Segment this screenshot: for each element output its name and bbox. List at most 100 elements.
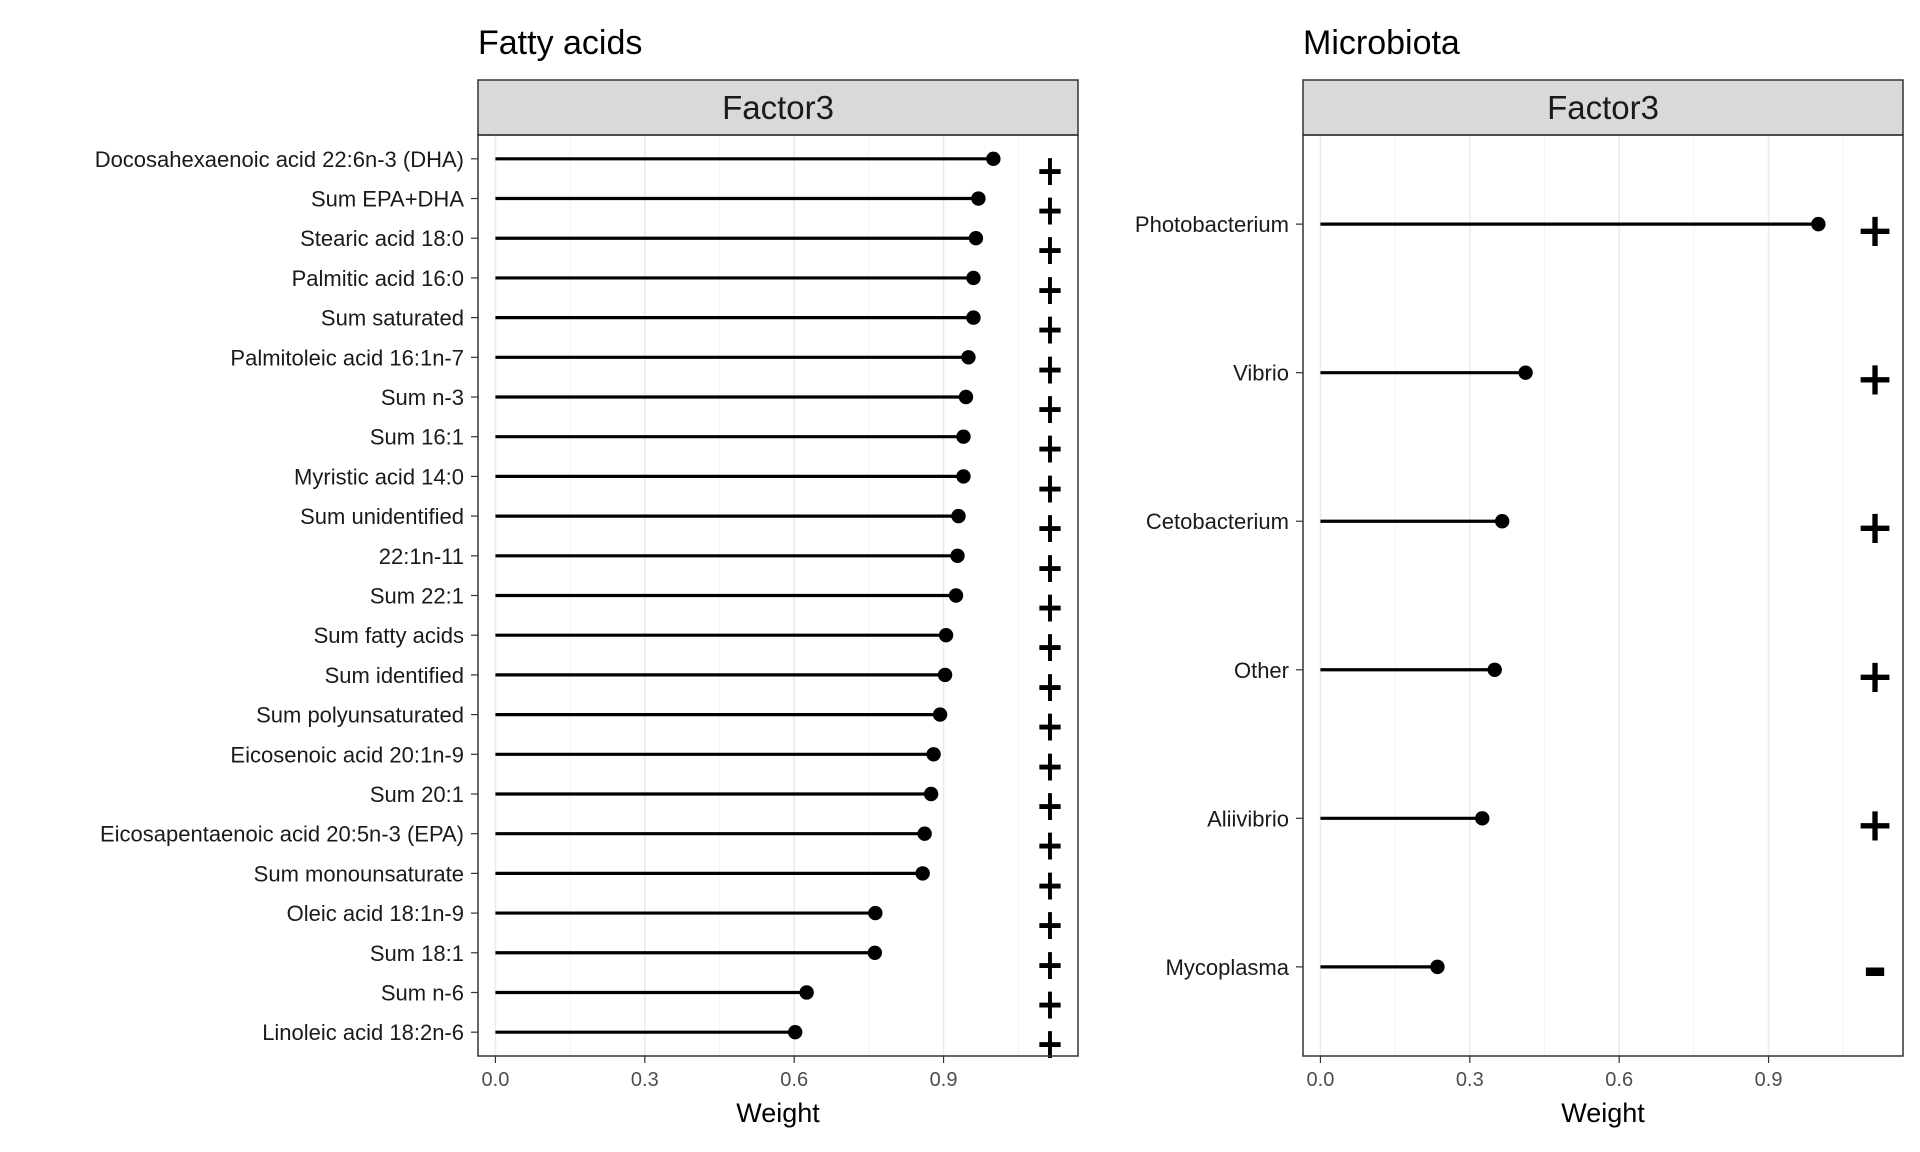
- microbiota-x-ticks: 0.0 0.3 0.6 0.9: [1307, 1056, 1782, 1091]
- microbiota-category-label: Photobacterium: [1135, 212, 1289, 237]
- fatty-acids-category-label: Sum unidentified: [300, 504, 464, 529]
- fatty-acids-category-label: Sum polyunsaturated: [256, 703, 464, 728]
- fatty-acids-sign: +: [1036, 861, 1064, 911]
- microbiota-category-label: Aliivibrio: [1207, 806, 1289, 831]
- fatty-acids-title: Fatty acids: [478, 24, 642, 62]
- fatty-acids-category-label: 22:1n-11: [379, 544, 464, 569]
- fatty-acids-sign: +: [1036, 226, 1064, 276]
- fatty-acids-category-label: Sum 18:1: [370, 941, 464, 966]
- fatty-acids-point: [868, 905, 883, 921]
- fatty-acids-point: [958, 389, 974, 405]
- microbiota-facet-strip: [1302, 79, 1904, 136]
- microbiota-category-label: Mycoplasma: [1166, 955, 1290, 980]
- fatty-acids-point: [917, 826, 932, 841]
- microbiota-x-tick-label: 0.0: [1307, 1069, 1335, 1091]
- fatty-acids-point: [961, 350, 976, 365]
- fatty-acids-sign: +: [1036, 781, 1064, 831]
- microbiota-category-label: Other: [1234, 658, 1289, 683]
- fatty-acids-point: [966, 310, 981, 325]
- fatty-acids-x-tick-label: 0.0: [482, 1069, 510, 1091]
- fatty-acids-facet-strip: [477, 79, 1079, 136]
- microbiota-category-labels: Photobacterium Vibrio Cetobacterium Other Al…: [1135, 212, 1303, 980]
- fatty-acids-sign: +: [1036, 900, 1064, 950]
- fatty-acids-category-label: Sum identified: [325, 663, 464, 688]
- microbiota-point: [1487, 662, 1502, 677]
- fatty-acids-sign: +: [1036, 265, 1064, 315]
- fatty-acids-x-ticks: 0.0 0.3 0.6 0.9: [482, 1056, 958, 1091]
- fatty-acids-sign: +: [1036, 464, 1064, 514]
- microbiota-sign: +: [1856, 352, 1895, 406]
- fatty-acids-sign: +: [1036, 424, 1064, 474]
- microbiota-sign: +: [1856, 203, 1895, 257]
- fatty-acids-sign: +: [1036, 702, 1064, 752]
- fatty-acids-category-label: Sum 20:1: [370, 782, 464, 807]
- fatty-acids-sign: +: [1036, 305, 1064, 355]
- fatty-acids-x-tick-label: 0.6: [780, 1069, 808, 1091]
- fatty-acids-point: [956, 429, 971, 444]
- microbiota-gridlines: [1319, 135, 1844, 1056]
- fatty-acids-x-tick-label: 0.9: [930, 1069, 958, 1091]
- microbiota-sign: +: [1856, 500, 1895, 554]
- fatty-acids-panel: Fatty acids Factor3 ++++++++++++++++++++…: [95, 24, 1079, 1128]
- fatty-acids-sign: +: [1036, 821, 1064, 871]
- microbiota-sign: -: [1863, 934, 1888, 1004]
- fatty-acids-category-label: Stearic acid 18:0: [300, 226, 464, 251]
- microbiota-point: [1518, 365, 1533, 380]
- fatty-acids-point: [956, 469, 971, 484]
- fatty-acids-sign: +: [1036, 623, 1064, 673]
- microbiota-category-label: Vibrio: [1233, 361, 1289, 386]
- microbiota-category-label: Cetobacterium: [1146, 509, 1289, 534]
- fatty-acids-category-label: Sum n-3: [381, 385, 464, 410]
- fatty-acids-category-label: Docosahexaenoic acid 22:6n-3 (DHA): [95, 147, 464, 172]
- microbiota-facet-label: Factor3: [1547, 89, 1659, 126]
- fatty-acids-point: [968, 231, 984, 246]
- fatty-acids-category-label: Palmitoleic acid 16:1n-7: [230, 345, 464, 370]
- microbiota-title: Microbiota: [1303, 24, 1460, 62]
- fatty-acids-category-label: Sum saturated: [321, 306, 464, 331]
- fatty-acids-sign: +: [1036, 742, 1064, 792]
- fatty-acids-category-label: Sum EPA+DHA: [311, 187, 464, 212]
- fatty-acids-category-label: Sum 22:1: [370, 584, 464, 609]
- fatty-acids-category-label: Sum 16:1: [370, 425, 464, 450]
- fatty-acids-sign: +: [1036, 980, 1064, 1030]
- fatty-acids-sign: +: [1036, 384, 1064, 434]
- fatty-acids-facet-label: Factor3: [722, 89, 834, 126]
- fatty-acids-category-label: Palmitic acid 16:0: [292, 266, 464, 291]
- fatty-acids-sign: +: [1036, 146, 1064, 196]
- fatty-acids-category-label: Sum fatty acids: [314, 623, 464, 648]
- fatty-acids-sign: +: [1036, 940, 1064, 990]
- fatty-acids-point: [867, 945, 883, 960]
- fatty-acids-sign: +: [1036, 543, 1064, 593]
- fatty-acids-category-label: Myristic acid 14:0: [294, 464, 464, 489]
- fatty-acids-category-labels: Docosahexaenoic acid 22:6n-3 (DHA) Sum EP…: [95, 147, 478, 1045]
- microbiota-sign: +: [1856, 797, 1895, 851]
- fatty-acids-point: [923, 786, 939, 802]
- microbiota-point: [1494, 514, 1510, 529]
- fatty-acids-point: [950, 548, 965, 564]
- fatty-acids-point: [926, 747, 941, 762]
- fatty-acids-category-label: Linoleic acid 18:2n-6: [262, 1020, 464, 1045]
- fatty-acids-point: [951, 508, 966, 524]
- microbiota-x-axis-title: Weight: [1561, 1098, 1645, 1128]
- microbiota-point: [1475, 811, 1490, 826]
- fatty-acids-point: [966, 270, 981, 286]
- fatty-acids-category-label: Sum n-6: [381, 980, 464, 1005]
- microbiota-point: [1811, 216, 1826, 232]
- microbiota-point: [1430, 959, 1445, 975]
- fatty-acids-sign: +: [1036, 662, 1064, 712]
- fatty-acids-point: [986, 151, 1001, 167]
- fatty-acids-sign: +: [1036, 1020, 1064, 1070]
- microbiota-panel: Microbiota Factor3 + + + + + - Photobacterium…: [1135, 24, 1904, 1128]
- fatty-acids-x-axis-title: Weight: [736, 1098, 820, 1128]
- microbiota-x-tick-label: 0.6: [1605, 1069, 1633, 1091]
- fatty-acids-point: [932, 707, 948, 722]
- microbiota-sign: +: [1856, 649, 1895, 703]
- fatty-acids-sign: +: [1036, 503, 1064, 553]
- fatty-acids-point: [787, 1024, 803, 1040]
- fatty-acids-category-label: Eicosapentaenoic acid 20:5n-3 (EPA): [100, 822, 464, 847]
- fatty-acids-sign: +: [1036, 186, 1064, 236]
- fatty-acids-x-tick-label: 0.3: [631, 1069, 659, 1091]
- microbiota-panel-border: [1302, 134, 1904, 1057]
- fatty-acids-category-label: Eicosenoic acid 20:1n-9: [230, 742, 464, 767]
